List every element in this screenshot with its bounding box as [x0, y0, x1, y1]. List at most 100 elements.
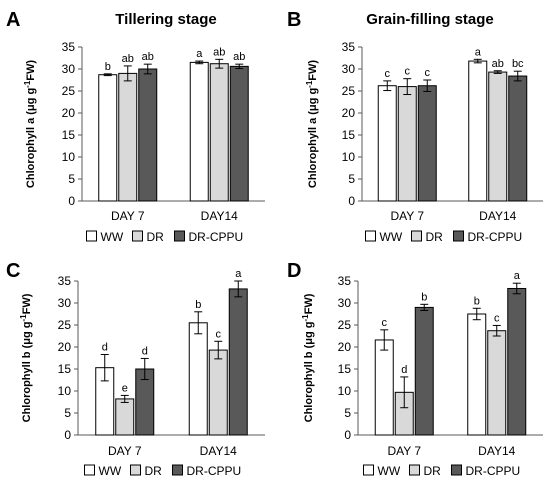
x-category-label: DAY 7 [108, 444, 142, 458]
panel-letter: B [287, 9, 301, 31]
x-category-label: DAY14 [201, 209, 238, 223]
y-tick-label: 10 [62, 150, 76, 164]
y-tick-label: 5 [344, 406, 351, 420]
y-tick-label: 35 [62, 40, 76, 54]
y-axis-label-end: FW) [307, 60, 319, 81]
legend-swatch-dr-cppu [451, 464, 462, 476]
legend: WW DR DR-CPPU [86, 230, 243, 244]
bar-ww-1 [188, 322, 208, 436]
bar-dr-1 [209, 63, 229, 202]
legend-swatch-dr-cppu [453, 230, 464, 242]
y-tick-label: 30 [338, 296, 352, 310]
bar-dr-cppu-1 [229, 65, 249, 202]
panel-letter: C [6, 260, 20, 282]
x-category-label: DAY 7 [111, 209, 145, 223]
y-tick-label: 25 [338, 318, 352, 332]
significance-letter: e [122, 382, 128, 394]
bar-ww-0 [374, 339, 394, 436]
y-tick-label: 35 [342, 40, 356, 54]
legend-swatch-ww [363, 464, 374, 476]
legend-swatch-ww [84, 464, 95, 476]
significance-letter: a [514, 270, 521, 282]
legend-label: WW [378, 464, 401, 478]
bar-dr-1 [488, 71, 508, 202]
legend-label: WW [99, 464, 122, 478]
significance-letter: a [475, 46, 482, 58]
significance-letter: c [382, 317, 388, 329]
y-tick-label: 5 [68, 172, 75, 186]
significance-letter: ab [233, 51, 245, 63]
y-tick-label: 0 [64, 428, 71, 442]
y-tick-label: 5 [348, 172, 355, 186]
legend: WW DR DR-CPPU [365, 230, 523, 244]
significance-letter: c [425, 67, 431, 79]
bar-dr-cppu-1 [508, 75, 528, 202]
bar-dr-0 [118, 72, 138, 202]
significance-letter: ab [142, 51, 154, 63]
legend: WW DR DR-CPPU [84, 464, 241, 478]
bar-dr-cppu-0 [417, 85, 437, 202]
significance-letter: d [142, 345, 148, 357]
y-tick-label: 20 [338, 340, 352, 354]
y-tick-label: 15 [62, 128, 76, 142]
bar-ww-0 [377, 85, 397, 202]
chart-title: Grain-filling stage [366, 11, 494, 28]
legend-swatch-dr [409, 464, 420, 476]
significance-letter: ab [122, 53, 134, 65]
y-tick-label: 20 [62, 106, 76, 120]
y-tick-label: 0 [68, 194, 75, 208]
y-axis-label: Chlorophyll b (μg g-1FW) [19, 293, 34, 422]
bar-ww-0 [98, 74, 118, 202]
legend-swatch-dr [132, 230, 143, 242]
y-tick-label: 30 [342, 62, 356, 76]
significance-letter: b [421, 291, 427, 303]
y-axis-label-superscript: -1 [305, 80, 314, 88]
y-tick-label: 30 [62, 62, 76, 76]
bar-ww-1 [468, 60, 488, 202]
chart-panel-b: B Grain-filling stage 0 5 10 15 20 25 30 35 Chloro… [287, 9, 543, 244]
significance-letter: d [102, 341, 108, 353]
y-axis-label-main: Chlorophyll b (μg g [303, 322, 315, 423]
legend-label: DR [424, 464, 442, 478]
significance-letter: bc [512, 58, 524, 70]
y-tick-label: 20 [342, 106, 356, 120]
bar-dr-cppu-0 [138, 68, 158, 202]
y-tick-label: 10 [58, 384, 72, 398]
y-axis-label: Chlorophyll a (μg g-1FW) [23, 60, 38, 188]
legend-label: DR [145, 464, 163, 478]
y-tick-label: 15 [58, 362, 72, 376]
y-axis-label-end: FW) [25, 60, 37, 81]
x-category-label: DAY14 [479, 209, 516, 223]
legend-swatch-dr [411, 230, 422, 242]
legend-label: WW [380, 230, 403, 244]
significance-letter: c [494, 312, 500, 324]
y-axis-label-main: Chlorophyll b (μg g [21, 322, 33, 423]
y-tick-label: 15 [342, 128, 356, 142]
x-category-label: DAY14 [200, 444, 237, 458]
y-axis-label-main: Chlorophyll a (μg g [25, 88, 37, 188]
legend-swatch-dr-cppu [172, 464, 183, 476]
chart-panel-a: A Tillering stage 0 5 10 15 20 25 30 35 Chlorophyl… [6, 9, 265, 244]
y-tick-label: 0 [344, 428, 351, 442]
legend-swatch-dr [130, 464, 141, 476]
bar-dr-cppu-1 [507, 287, 527, 436]
x-category-label: DAY 7 [387, 444, 421, 458]
y-tick-label: 25 [62, 84, 76, 98]
panel-letter: A [6, 9, 20, 31]
y-axis-label-main: Chlorophyll a (μg g [307, 88, 319, 188]
legend-label: DR [147, 230, 165, 244]
significance-letter: b [474, 295, 480, 307]
bar-dr-0 [397, 86, 417, 202]
y-axis-label-superscript: -1 [301, 314, 310, 322]
significance-letter: b [195, 299, 201, 311]
y-axis-label-end: FW) [21, 293, 33, 314]
panel-letter: D [287, 260, 301, 282]
y-tick-label: 25 [342, 84, 356, 98]
bar-ww-1 [467, 313, 487, 436]
bar-dr-0 [115, 398, 135, 436]
legend-label: DR-CPPU [468, 230, 523, 244]
chart-panel-d: D 0 5 10 15 20 25 30 35 Chlorophyll b (μg g-1FW) c… [287, 260, 543, 478]
significance-letter: ab [213, 46, 225, 58]
y-axis-label: Chlorophyll a (μg g-1FW) [305, 60, 320, 188]
